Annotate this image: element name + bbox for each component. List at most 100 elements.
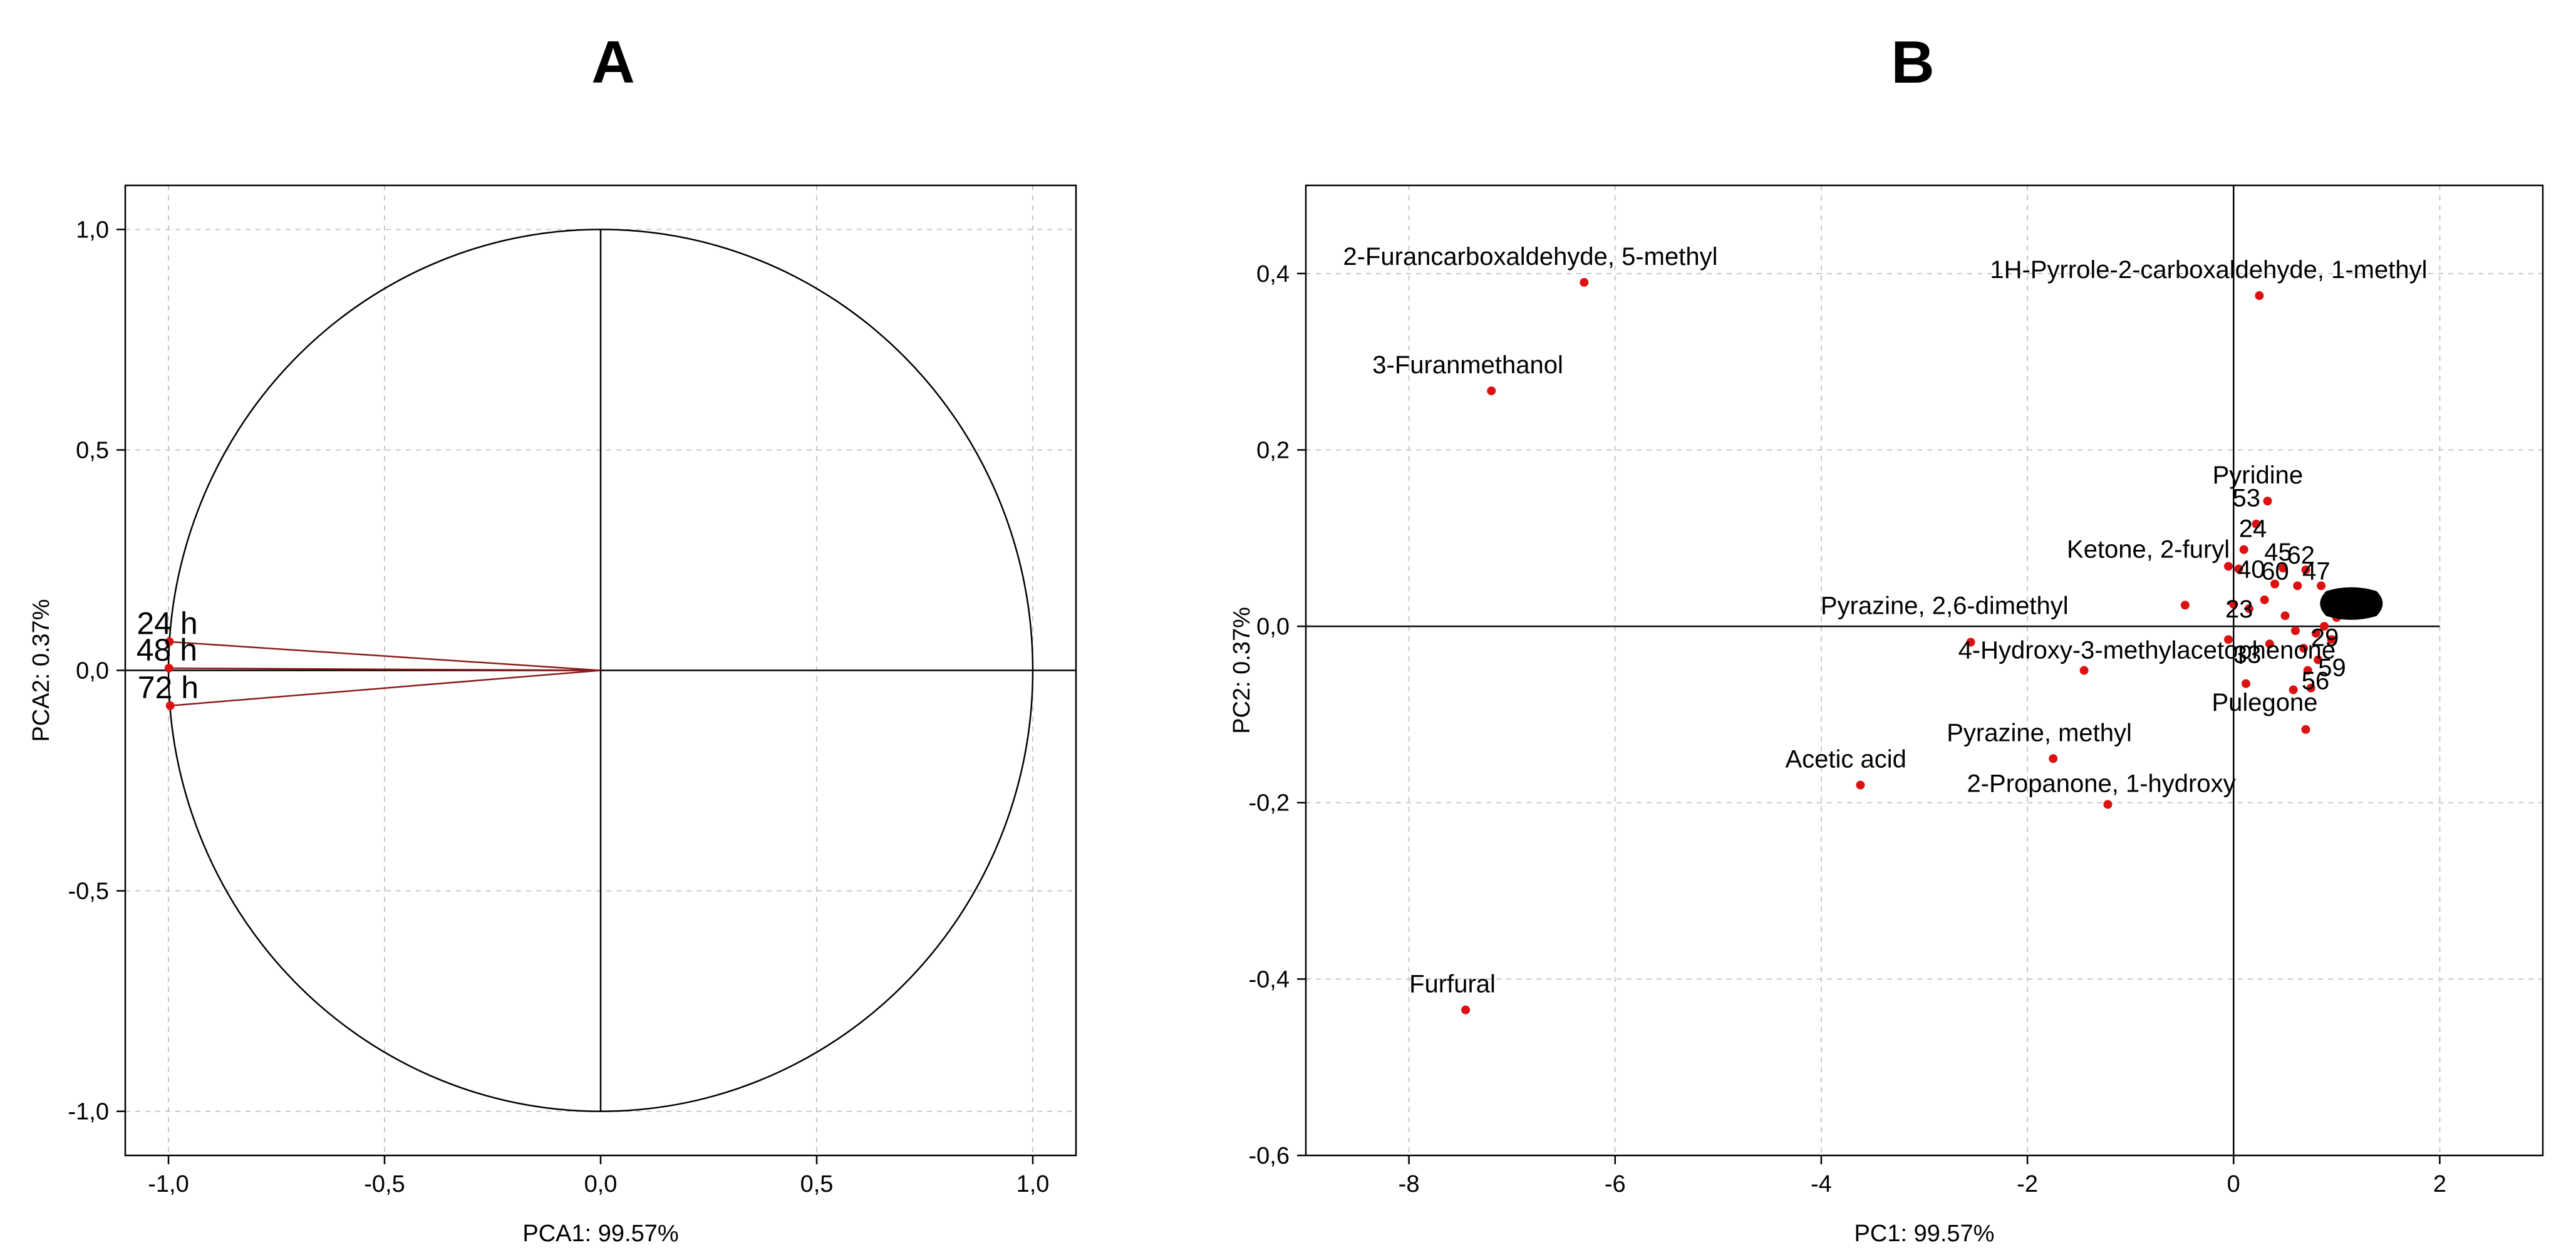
data-point: [1856, 780, 1865, 790]
point-label: Ketone, 2-furyl: [2067, 535, 2230, 563]
loading-vector: [168, 667, 601, 671]
panel-letter-b: B: [1891, 29, 1934, 96]
panel-a-plot: 24 h48 h72 h -1,0 -0,5 0,0 0,5 1,0 -1,0 -0,5 0,0…: [28, 184, 1077, 1247]
data-point: [2301, 725, 2310, 734]
y-tick-label: 0,0: [1256, 614, 1290, 640]
data-point: [2327, 635, 2336, 644]
data-point: [2242, 679, 2250, 688]
data-point: [2311, 629, 2320, 638]
x-tick-label: -2: [2017, 1171, 2038, 1197]
x-tick-label: 0,0: [584, 1171, 618, 1197]
data-point: [1461, 1005, 1471, 1015]
data-point: [2180, 601, 2190, 610]
point-label: Acetic acid: [1785, 746, 1906, 773]
data-point: [2265, 639, 2274, 649]
data-point: [2049, 754, 2058, 763]
vector-label: 72 h: [138, 670, 199, 705]
data-point: [2317, 581, 2326, 591]
point-label: 59: [2318, 654, 2346, 682]
point-label: 53: [2232, 485, 2260, 512]
point-label: Furfural: [1409, 971, 1496, 998]
y-tick-label: -1,0: [68, 1099, 109, 1125]
point-label: 60: [2261, 557, 2289, 585]
loading-point: [165, 701, 175, 710]
x-tick-label: 0,5: [800, 1171, 834, 1197]
data-point: [2234, 564, 2243, 574]
point-label: 29: [2311, 624, 2339, 651]
x-tick-label: 1,0: [1016, 1171, 1050, 1197]
y-tick-label: 0,4: [1256, 261, 1290, 287]
loading-point: [165, 637, 174, 646]
point-label: 45: [2264, 539, 2292, 566]
data-point: [2293, 581, 2302, 591]
loading-vector: [170, 669, 601, 707]
data-point: [2244, 604, 2253, 613]
point-label: 3-Furanmethanol: [1372, 351, 1563, 379]
data-point: [2299, 644, 2309, 653]
point-label: 56: [2302, 668, 2330, 695]
data-point: [1580, 277, 1589, 287]
point-label: 2-Propanone, 1-hydroxy: [1967, 770, 2235, 798]
point-label: 62: [2287, 542, 2315, 569]
data-point: [2229, 599, 2238, 609]
x-tick-label: -8: [1399, 1171, 1420, 1197]
point-label: 1H-Pyrrole-2-carboxaldehyde, 1-methyl: [1990, 256, 2427, 284]
point-label: 4-Hydroxy-3-methylacetophenone: [1958, 636, 2336, 664]
data-point: [2301, 565, 2310, 574]
point-label: 24: [2239, 515, 2267, 543]
x-axis-title: PC1: 99.57%: [1854, 1221, 1995, 1247]
panel-b-plot: 2-Furancarboxaldehyde, 5-methyl 1H-Pyrrol…: [1229, 184, 2544, 1247]
point-label: Pulegone: [2211, 689, 2317, 716]
y-tick-label: -0,6: [1249, 1143, 1290, 1169]
point-label: Pyrazine, methyl: [1947, 719, 2132, 746]
point-label: Pyridine: [2213, 462, 2304, 489]
data-point: [2306, 683, 2315, 693]
data-point: [2289, 685, 2298, 695]
data-point: [2239, 545, 2248, 554]
data-point: [2263, 497, 2272, 506]
loading-vector: [169, 641, 601, 671]
data-point: [2252, 519, 2261, 529]
y-tick-label: -0,2: [1249, 790, 1290, 817]
data-point: [2314, 655, 2323, 664]
x-tick-label: 2: [2433, 1171, 2446, 1197]
data-point: [2320, 622, 2329, 631]
point-label: 40: [2237, 555, 2265, 583]
label-cluster-overlap: [2320, 587, 2383, 620]
y-tick-label: 0,2: [1256, 437, 1290, 463]
x-axis-title: PCA1: 99.57%: [522, 1221, 678, 1247]
loading-point: [164, 663, 173, 673]
data-point: [1487, 386, 1496, 396]
point-label: 47: [2302, 557, 2330, 585]
panel-letter-a: A: [591, 29, 634, 96]
point-label: 23: [2225, 596, 2253, 623]
x-tick-label: 0: [2227, 1171, 2240, 1197]
y-tick-label: 0,0: [76, 658, 109, 684]
data-point: [2224, 635, 2233, 644]
data-point: [2079, 666, 2089, 675]
y-tick-label: -0,4: [1249, 966, 1290, 993]
x-tick-label: -6: [1605, 1171, 1626, 1197]
y-tick-label: -0,5: [68, 879, 109, 905]
x-tick-label: -0,5: [364, 1171, 405, 1197]
x-tick-label: -1,0: [148, 1171, 189, 1197]
plot-frame: [1305, 184, 2544, 1157]
data-point: [2270, 579, 2280, 589]
point-label: 33: [2233, 641, 2262, 668]
data-point: [2291, 626, 2300, 636]
y-tick-label: 0,5: [76, 437, 109, 463]
data-point: [2224, 562, 2233, 571]
data-point: [2255, 291, 2264, 301]
vector-label: 48 h: [137, 633, 197, 668]
x-tick-label: -4: [1811, 1171, 1832, 1197]
point-label: Pyrazine, 2,6-dimethyl: [1821, 592, 2069, 619]
data-point: [2260, 595, 2269, 604]
vector-label: 24 h: [137, 606, 197, 641]
point-label: 2-Furancarboxaldehyde, 5-methyl: [1343, 243, 1717, 271]
y-tick-label: 1,0: [76, 217, 109, 243]
data-point: [2103, 800, 2113, 809]
data-point: [2303, 666, 2312, 675]
data-point: [2279, 564, 2288, 573]
data-point: [2280, 611, 2290, 621]
